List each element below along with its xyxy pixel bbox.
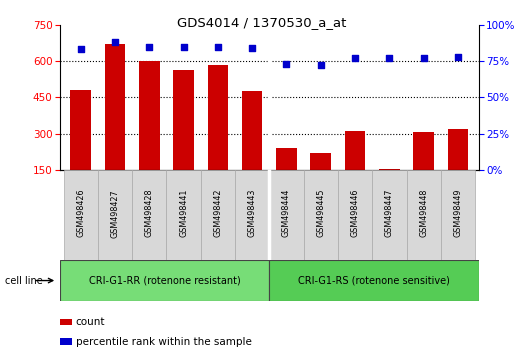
Bar (105, 44, 126, 170)
FancyBboxPatch shape (98, 170, 132, 260)
FancyBboxPatch shape (269, 170, 304, 260)
Text: GSM498446: GSM498446 (350, 189, 360, 238)
Bar (311, 153, 331, 170)
FancyBboxPatch shape (372, 170, 406, 260)
Text: GDS4014 / 1370530_a_at: GDS4014 / 1370530_a_at (177, 16, 346, 29)
FancyBboxPatch shape (235, 170, 269, 260)
FancyBboxPatch shape (406, 170, 441, 260)
Text: CRI-G1-RR (rotenone resistant): CRI-G1-RR (rotenone resistant) (89, 275, 241, 286)
Bar (173, 69, 194, 170)
Text: GSM498441: GSM498441 (179, 189, 188, 238)
Point (111, 39, 119, 45)
FancyBboxPatch shape (132, 170, 166, 260)
Bar (276, 148, 297, 170)
Point (385, 55, 394, 61)
Point (214, 44, 222, 49)
Point (454, 54, 462, 59)
Text: GSM498445: GSM498445 (316, 189, 325, 238)
Text: count: count (76, 317, 105, 327)
Point (282, 61, 291, 67)
FancyBboxPatch shape (269, 260, 479, 301)
FancyBboxPatch shape (441, 170, 475, 260)
FancyBboxPatch shape (166, 170, 201, 260)
Bar (242, 91, 263, 170)
Text: GSM498442: GSM498442 (213, 189, 222, 238)
Text: GSM498448: GSM498448 (419, 189, 428, 238)
Text: cell line: cell line (5, 275, 43, 286)
Text: GSM498428: GSM498428 (145, 189, 154, 238)
FancyBboxPatch shape (64, 170, 98, 260)
Text: GSM498444: GSM498444 (282, 189, 291, 238)
Point (145, 44, 153, 49)
Bar (345, 131, 366, 170)
FancyBboxPatch shape (60, 260, 269, 301)
Text: percentile rank within the sample: percentile rank within the sample (76, 337, 252, 347)
Bar (71, 90, 91, 170)
Text: GSM498447: GSM498447 (385, 189, 394, 238)
Point (419, 55, 428, 61)
Bar (448, 129, 468, 170)
Point (76, 47, 85, 52)
Bar (413, 132, 434, 170)
Bar (208, 65, 228, 170)
Text: GSM498426: GSM498426 (76, 189, 85, 238)
Text: GSM498443: GSM498443 (248, 189, 257, 238)
Text: CRI-G1-RS (rotenone sensitive): CRI-G1-RS (rotenone sensitive) (298, 275, 450, 286)
Point (248, 45, 256, 51)
Bar (379, 169, 400, 170)
Point (179, 44, 188, 49)
FancyBboxPatch shape (338, 170, 372, 260)
Point (351, 55, 359, 61)
Bar (139, 61, 160, 170)
FancyBboxPatch shape (201, 170, 235, 260)
Text: GSM498427: GSM498427 (110, 189, 120, 238)
Point (316, 63, 325, 68)
Text: GSM498449: GSM498449 (453, 189, 462, 238)
FancyBboxPatch shape (304, 170, 338, 260)
